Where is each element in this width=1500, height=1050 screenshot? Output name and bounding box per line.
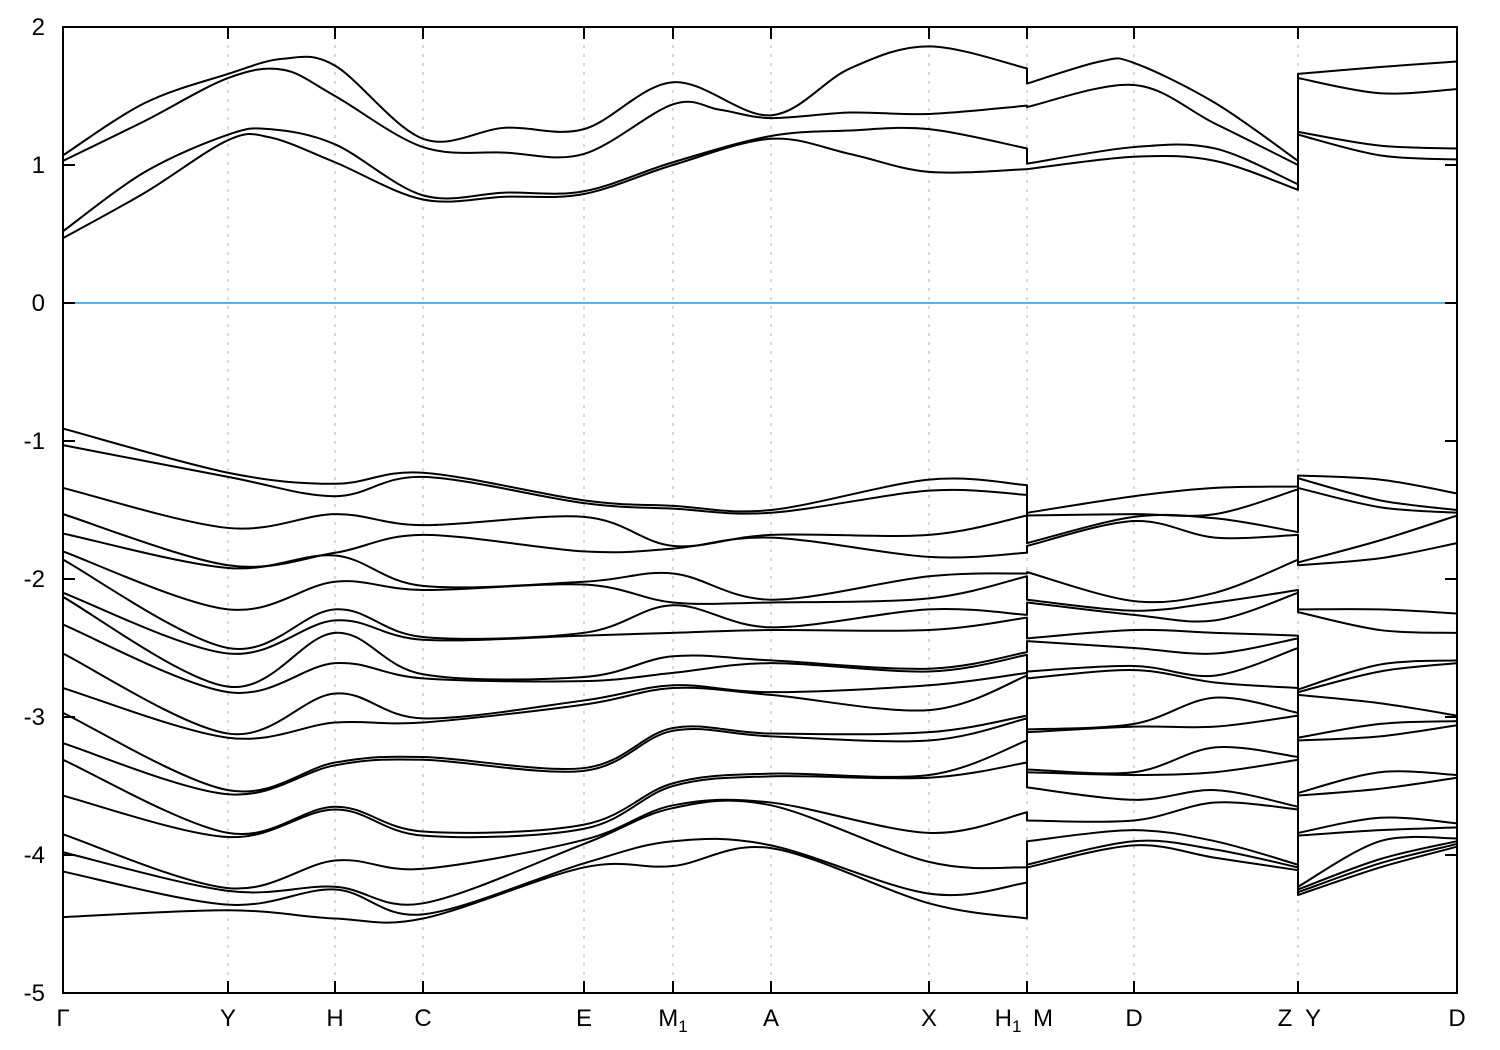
kpoint-label: Z xyxy=(1278,1005,1293,1032)
valence-band-line xyxy=(62,711,1458,794)
energy-tick-label: -3 xyxy=(24,704,45,731)
valence-band-line xyxy=(62,558,1458,651)
valence-band-line xyxy=(62,550,1458,615)
energy-bands xyxy=(62,45,1458,924)
kpoint-label: A xyxy=(763,1005,779,1032)
conduction-band-line xyxy=(62,67,1458,166)
valence-band-line xyxy=(62,623,1458,717)
conduction-band-line xyxy=(62,126,1458,233)
kpoint-label: H1 xyxy=(995,1005,1022,1036)
plot-border xyxy=(62,26,1458,994)
valence-band-line xyxy=(62,427,1458,514)
energy-tick-label: -5 xyxy=(24,980,45,1007)
energy-tick-label: -1 xyxy=(24,428,45,455)
conduction-band-line xyxy=(62,45,1458,162)
energy-tick-labels: 2 1 0 -1 -2 -3 -4 -5 xyxy=(24,14,45,1007)
energy-tick-label: 2 xyxy=(32,14,45,41)
valence-band-line xyxy=(62,595,1458,694)
kpoint-label: D xyxy=(1125,1005,1142,1032)
energy-tick-label: -4 xyxy=(24,842,45,869)
valence-band-line xyxy=(62,844,1458,924)
valence-band-line xyxy=(62,799,1458,906)
valence-band-line xyxy=(62,444,1458,517)
kpoint-label: Y xyxy=(220,1005,236,1032)
kpoint-label: D xyxy=(1448,1005,1465,1032)
kpoint-labels: Γ Y H C E M1 A X H1 M D Z Y D xyxy=(56,1005,1465,1036)
valence-band-line xyxy=(62,837,1458,916)
valence-band-line xyxy=(62,761,1458,839)
kpoint-label: H xyxy=(326,1005,343,1032)
kpoint-label: M xyxy=(1033,1005,1053,1032)
kpoint-label: X xyxy=(921,1005,937,1032)
valence-band-line xyxy=(62,486,1458,548)
kpoint-label: Γ xyxy=(56,1005,69,1032)
energy-tick-label: 1 xyxy=(32,152,45,179)
valence-band-line xyxy=(62,798,1458,890)
tick-marks xyxy=(63,26,1457,994)
valence-band-line xyxy=(62,717,1458,797)
kpoint-label: C xyxy=(414,1005,431,1032)
valence-band-line xyxy=(62,532,1458,604)
energy-tick-label: -2 xyxy=(24,566,45,593)
conduction-band-line xyxy=(62,132,1458,240)
valence-band-line xyxy=(62,513,1458,568)
valence-band-line xyxy=(62,591,1458,691)
valence-band-line xyxy=(62,739,1458,836)
kpoint-label: E xyxy=(576,1005,592,1032)
energy-tick-label: 0 xyxy=(32,290,45,317)
valence-band-line xyxy=(62,674,1458,742)
kpoint-label: M1 xyxy=(658,1005,687,1036)
kpoint-label: Y xyxy=(1305,1005,1321,1032)
valence-band-line xyxy=(62,652,1458,739)
